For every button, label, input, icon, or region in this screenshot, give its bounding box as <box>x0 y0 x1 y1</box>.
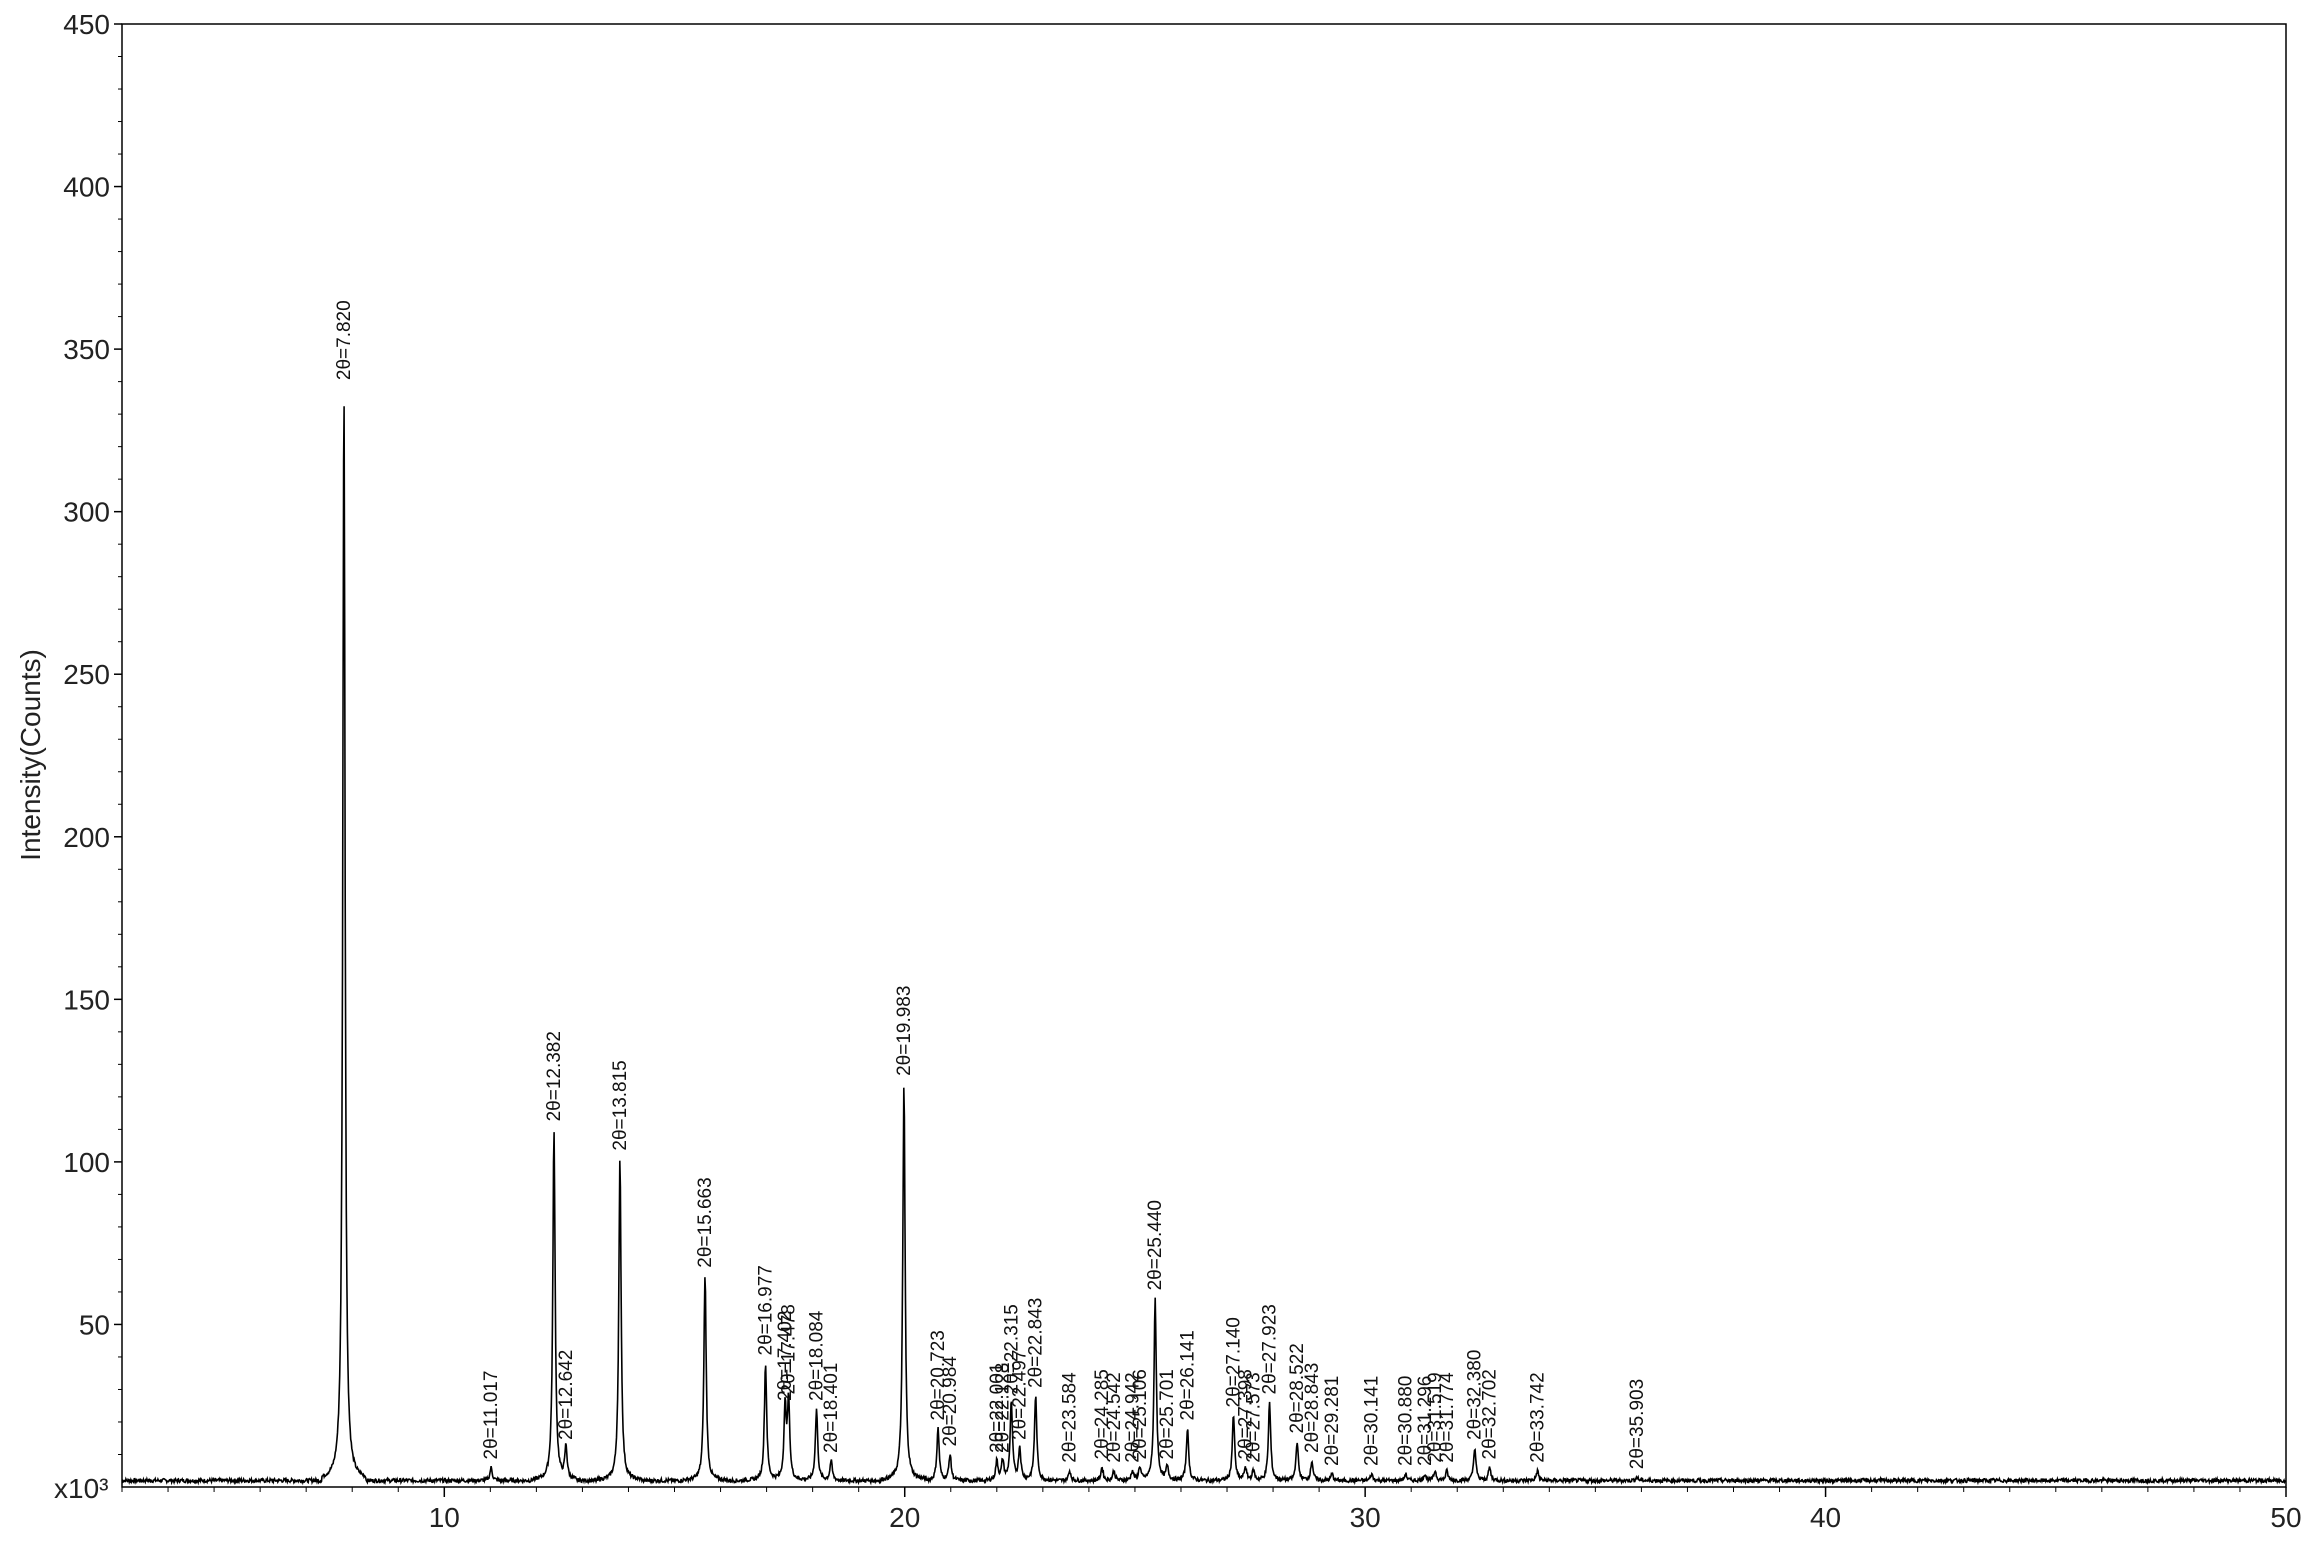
peak-label: 2θ=12.642 <box>556 1350 577 1440</box>
peak-label: 2θ=27.140 <box>1224 1317 1245 1407</box>
peak-label: 2θ=27.923 <box>1260 1304 1281 1394</box>
peak-label: 2θ=18.401 <box>821 1363 842 1453</box>
y-tick-label: 100 <box>63 1147 110 1178</box>
peak-label: 2θ=33.742 <box>1527 1372 1548 1462</box>
peak-label: 2θ=23.584 <box>1060 1372 1081 1463</box>
x-tick-label: 30 <box>1350 1502 1381 1533</box>
y-tick-label: 50 <box>79 1309 110 1340</box>
y-axis-title: Intensity(Counts) <box>15 649 46 861</box>
x-axis: 10 20 30 40 50 <box>121 1487 2302 1533</box>
peak-label: 2θ=25.701 <box>1157 1369 1178 1459</box>
peak-label: 2θ=22.843 <box>1026 1298 1047 1388</box>
y-tick-label: 400 <box>63 172 110 203</box>
peak-label: 2θ=12.382 <box>544 1031 565 1121</box>
x-tick-label: 50 <box>2270 1502 2301 1533</box>
peak-label: 2θ=29.281 <box>1322 1376 1343 1466</box>
peak-label: 2θ=15.663 <box>695 1177 716 1267</box>
plot-frame <box>121 23 2287 1488</box>
diffraction-pattern-line <box>121 406 2287 1486</box>
y-tick-label: 300 <box>63 497 110 528</box>
peak-label: 2θ=20.984 <box>940 1356 961 1447</box>
peak-label: 2θ=27.398 <box>1235 1369 1256 1459</box>
peak-label: 2θ=28.522 <box>1287 1343 1308 1433</box>
peak-label: 2θ=31.296 <box>1415 1376 1436 1466</box>
peak-label: 2θ=19.983 <box>894 986 915 1076</box>
y-multiplier-label: x10³ <box>54 1473 108 1504</box>
x-tick-label: 10 <box>429 1502 460 1533</box>
peak-label: 2θ=24.542 <box>1104 1372 1125 1462</box>
peak-label: 2θ=31.774 <box>1437 1372 1458 1463</box>
peak-label: 2θ=22.497 <box>1010 1350 1031 1440</box>
peak-label: 2θ=32.702 <box>1480 1369 1501 1459</box>
peak-label: 2θ=20.723 <box>928 1330 949 1420</box>
y-tick-label: 350 <box>63 334 110 365</box>
peak-label: 2θ=30.141 <box>1362 1376 1383 1466</box>
peak-label: 2θ=30.880 <box>1396 1376 1417 1466</box>
peak-labels: 2θ=7.820 2θ=11.017 2θ=12.382 2θ=12.642 2θ=13… <box>334 300 1648 1469</box>
y-tick-label: 250 <box>63 659 110 690</box>
peak-label: 2θ=22.315 <box>1001 1304 1022 1394</box>
y-tick-label: 450 <box>63 9 110 40</box>
peak-label: 2θ=25.440 <box>1145 1200 1166 1290</box>
x-tick-label: 20 <box>889 1502 920 1533</box>
x-tick-label: 40 <box>1810 1502 1841 1533</box>
y-tick-label: 200 <box>63 822 110 853</box>
peak-label: 2θ=28.843 <box>1302 1363 1323 1453</box>
peak-label: 2θ=24.942 <box>1122 1372 1143 1462</box>
peak-label: 2θ=22.001 <box>987 1363 1008 1453</box>
peak-label: 2θ=7.820 <box>334 300 355 380</box>
peak-label: 2θ=11.017 <box>481 1371 502 1460</box>
peak-label: 2θ=18.084 <box>807 1310 828 1401</box>
peak-label: 2θ=17.402 <box>775 1311 796 1401</box>
peak-label: 2θ=31.519 <box>1425 1372 1446 1462</box>
peak-label: 2θ=32.380 <box>1465 1350 1486 1440</box>
peak-label: 2θ=35.903 <box>1627 1379 1648 1469</box>
peak-label: 2θ=13.815 <box>610 1060 631 1150</box>
y-tick-label: 150 <box>63 984 110 1015</box>
peak-label: 2θ=17.478 <box>779 1304 800 1394</box>
peak-label: 2θ=26.141 <box>1178 1330 1199 1420</box>
peak-label: 2θ=22.128 <box>993 1363 1014 1453</box>
peak-label: 2θ=27.573 <box>1243 1372 1264 1462</box>
peak-label: 2θ=24.285 <box>1092 1369 1113 1459</box>
peak-label: 2θ=25.106 <box>1130 1369 1151 1459</box>
peak-label: 2θ=16.977 <box>756 1265 777 1355</box>
y-axis: 50 100 150 200 250 300 350 400 450 <box>63 9 122 1455</box>
